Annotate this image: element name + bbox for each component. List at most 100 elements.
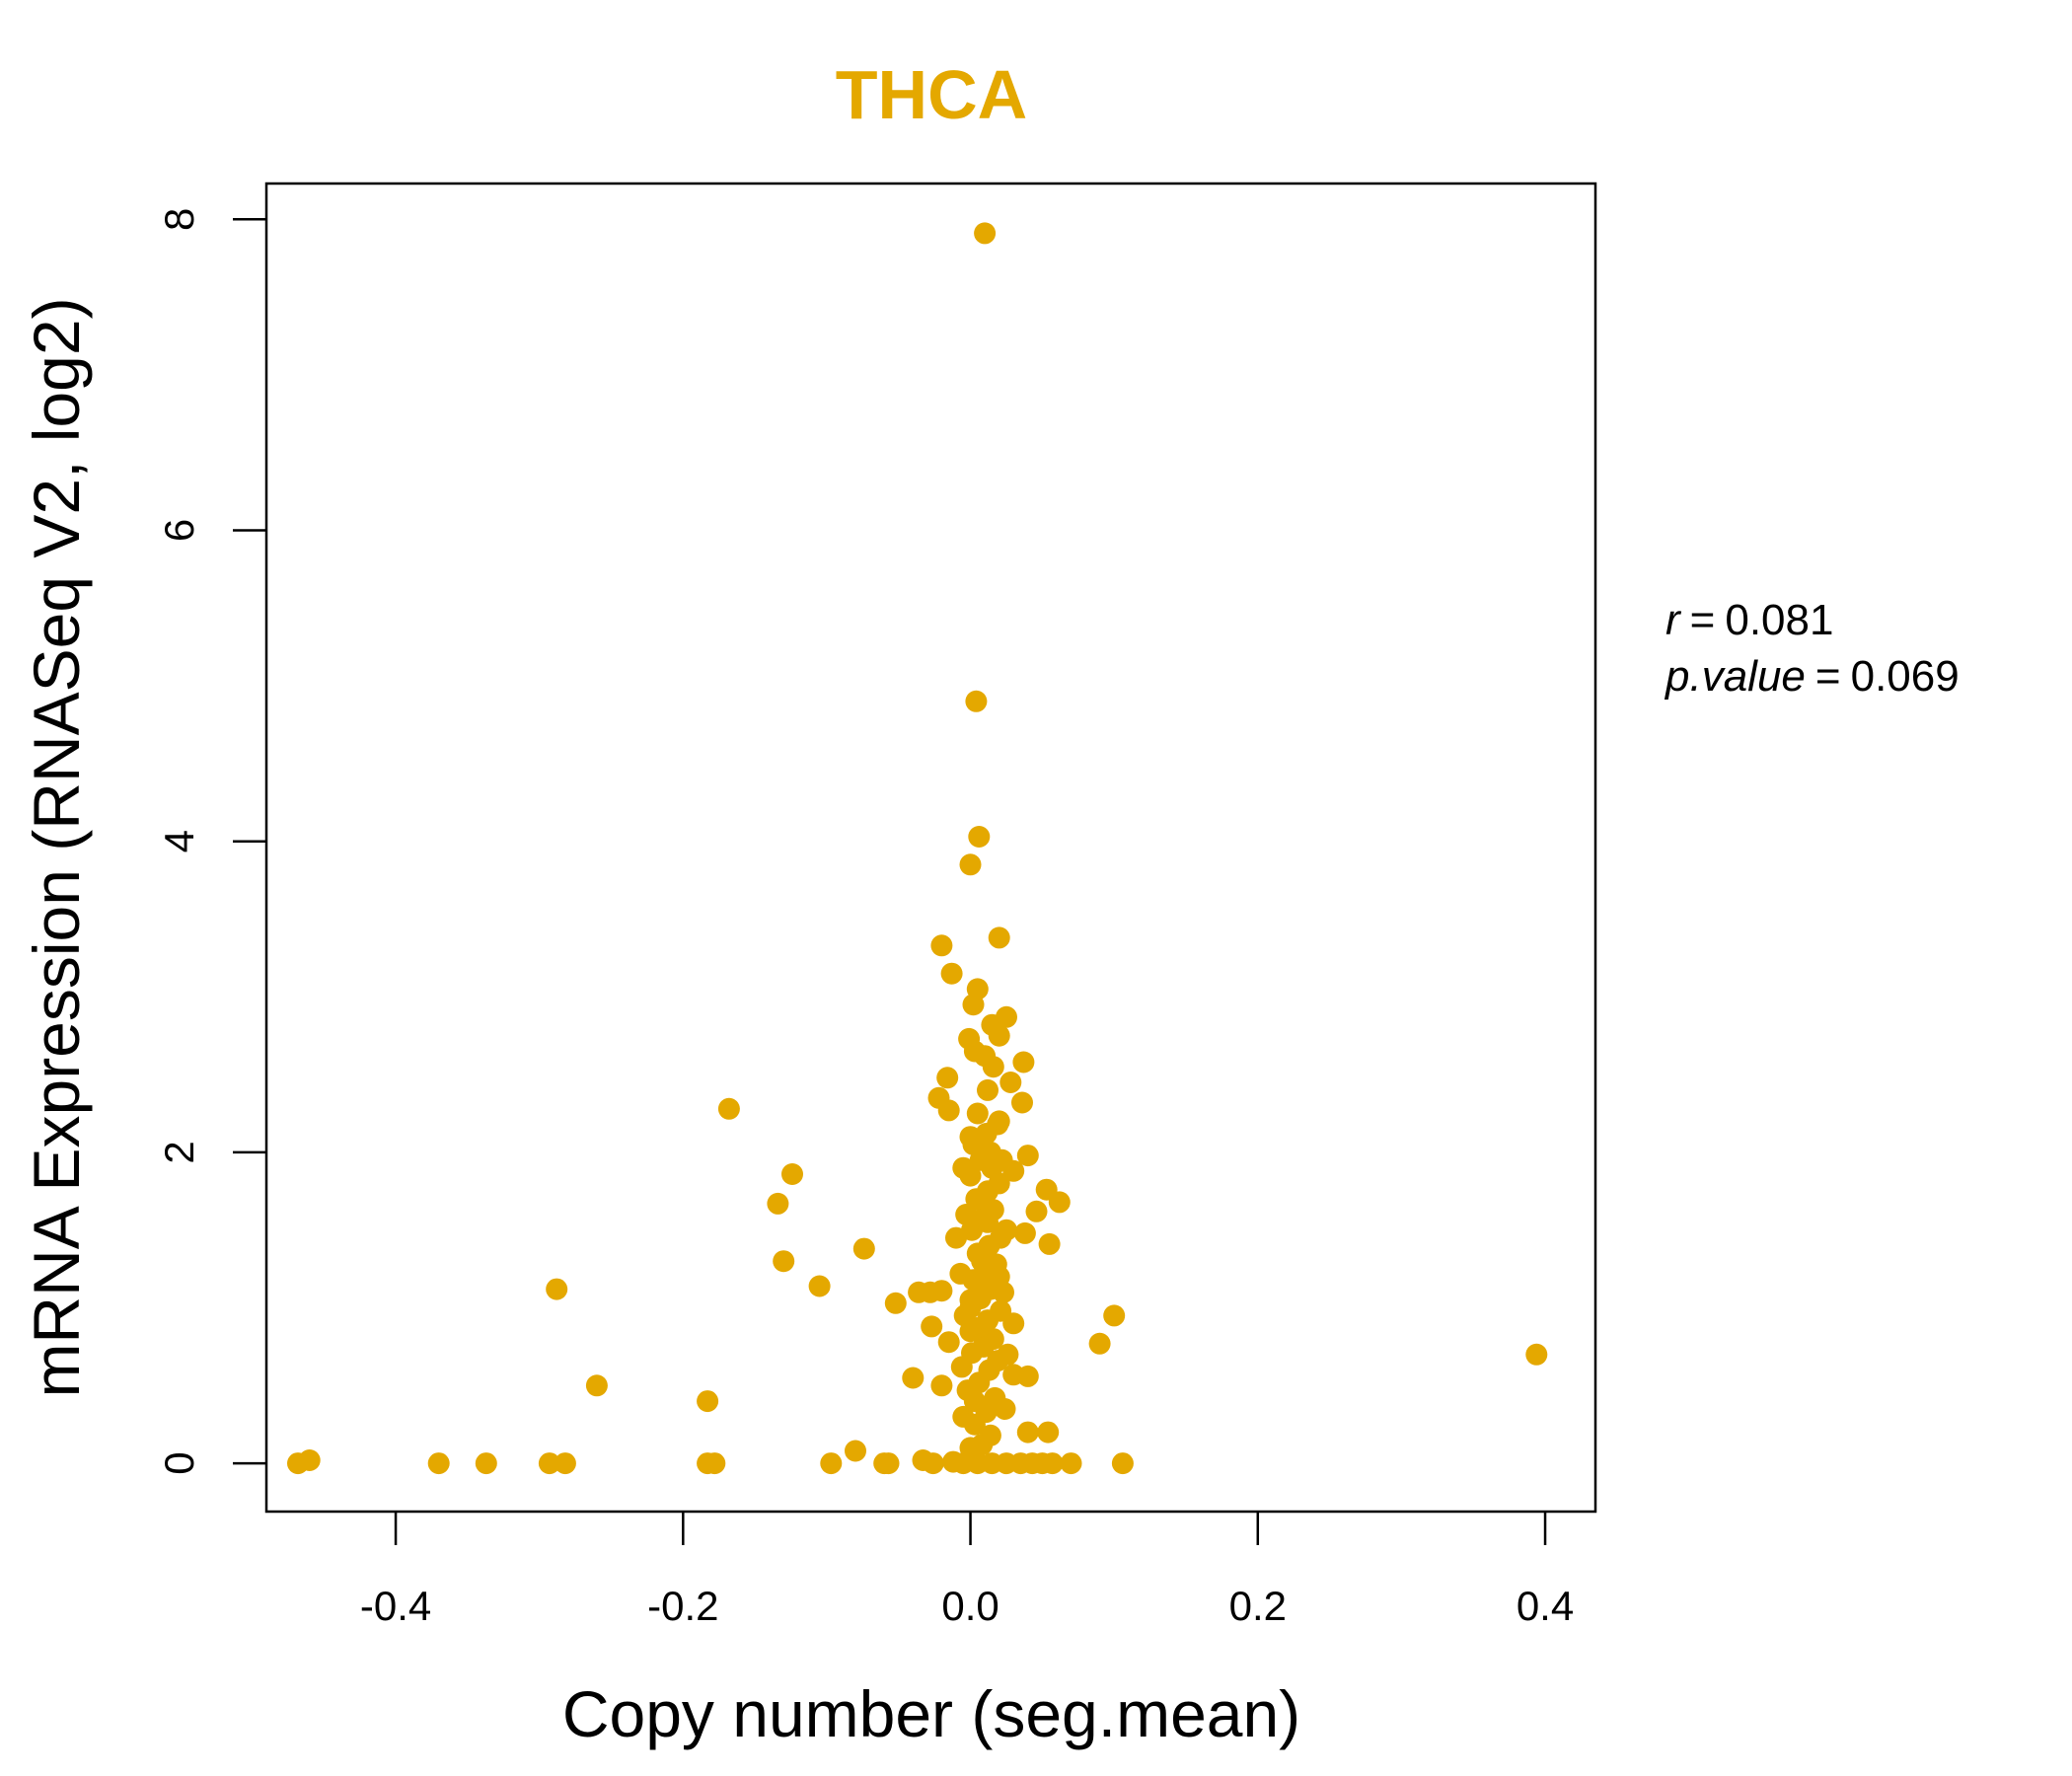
data-point xyxy=(965,690,988,712)
p-label: p.value xyxy=(1664,652,1806,701)
y-tick-label: 6 xyxy=(156,519,202,542)
data-point xyxy=(968,826,991,848)
data-point xyxy=(979,1424,1001,1446)
data-point xyxy=(1111,1452,1134,1475)
data-point xyxy=(820,1452,843,1475)
data-point xyxy=(538,1452,560,1475)
data-point xyxy=(930,1374,953,1397)
data-point xyxy=(1038,1232,1061,1255)
data-point xyxy=(546,1278,568,1300)
data-point xyxy=(953,1304,976,1327)
data-point xyxy=(554,1452,576,1475)
data-point xyxy=(475,1452,497,1475)
data-point xyxy=(781,1163,803,1185)
y-tick-label: 2 xyxy=(156,1141,202,1163)
data-point xyxy=(1013,1221,1036,1244)
r-value: 0.081 xyxy=(1725,596,1833,644)
data-point xyxy=(990,1299,1012,1322)
y-axis: 0 2 4 6 8 xyxy=(156,208,266,1475)
data-point xyxy=(999,1072,1022,1093)
data-point xyxy=(808,1275,831,1297)
data-point xyxy=(996,1219,1017,1241)
data-point xyxy=(703,1452,726,1475)
x-axis-label: Copy number (seg.mean) xyxy=(562,1677,1300,1750)
data-point xyxy=(982,1328,1004,1351)
data-point xyxy=(950,1356,973,1378)
data-point xyxy=(1012,1051,1035,1073)
data-point xyxy=(993,1281,1014,1303)
data-point xyxy=(963,1040,986,1063)
plot-frame xyxy=(264,182,1597,1514)
data-point xyxy=(997,1343,1019,1366)
data-point xyxy=(767,1192,789,1215)
y-tick-label: 4 xyxy=(156,830,202,852)
data-point xyxy=(991,1148,1013,1171)
data-point xyxy=(1016,1145,1039,1167)
data-point xyxy=(994,1398,1016,1420)
data-point xyxy=(1025,1200,1048,1222)
data-point xyxy=(930,934,953,957)
data-point xyxy=(936,1067,959,1089)
data-point xyxy=(427,1452,450,1475)
x-tick-label: -0.2 xyxy=(647,1583,718,1629)
data-point xyxy=(884,1292,907,1314)
data-point xyxy=(1103,1304,1126,1327)
data-point xyxy=(298,1449,321,1471)
data-point xyxy=(902,1367,925,1389)
data-point xyxy=(937,1099,960,1122)
data-point xyxy=(921,1315,943,1338)
data-point xyxy=(949,1262,972,1285)
data-point xyxy=(1016,1421,1039,1443)
points-layer xyxy=(287,222,1548,1475)
data-point xyxy=(1088,1332,1111,1355)
data-point xyxy=(1037,1421,1060,1443)
data-point xyxy=(974,222,997,245)
y-tick-label: 0 xyxy=(156,1451,202,1474)
data-point xyxy=(1060,1452,1082,1475)
data-point xyxy=(585,1374,608,1397)
data-point xyxy=(1048,1191,1071,1214)
data-point xyxy=(845,1440,866,1462)
chart-title: THCA xyxy=(836,56,1027,133)
p-value: 0.069 xyxy=(1851,652,1960,701)
data-point xyxy=(940,962,963,985)
data-point xyxy=(985,1253,1007,1276)
r-label: r xyxy=(1665,596,1682,644)
data-point xyxy=(1011,1091,1033,1114)
data-point xyxy=(988,926,1010,949)
p-value-stat: p.value = 0.069 xyxy=(1664,652,1960,701)
data-point xyxy=(987,1113,1009,1136)
data-point xyxy=(966,1102,989,1125)
data-point xyxy=(877,1452,900,1475)
x-tick-label: 0.0 xyxy=(941,1583,999,1629)
data-point xyxy=(959,853,982,876)
data-point xyxy=(977,1078,999,1101)
data-point xyxy=(908,1281,930,1303)
data-point xyxy=(988,1024,1010,1047)
data-point xyxy=(852,1237,875,1260)
x-tick-label: 0.4 xyxy=(1517,1583,1574,1629)
data-point xyxy=(717,1097,740,1120)
x-tick-label: 0.2 xyxy=(1229,1583,1287,1629)
r-equals: = xyxy=(1690,596,1716,644)
data-point xyxy=(697,1390,719,1413)
x-tick-label: -0.4 xyxy=(360,1583,431,1629)
p-equals: = xyxy=(1815,652,1841,701)
data-point xyxy=(952,1156,975,1179)
correlation-stat: r = 0.081 xyxy=(1665,596,1833,644)
data-point xyxy=(1525,1343,1548,1366)
data-point xyxy=(1016,1365,1039,1387)
data-point xyxy=(922,1452,944,1475)
data-point xyxy=(962,994,985,1016)
data-point xyxy=(982,1199,1004,1221)
data-point xyxy=(982,1056,1004,1078)
x-axis: -0.4 -0.2 0.0 0.2 0.4 xyxy=(360,1512,1574,1629)
data-point xyxy=(773,1250,795,1273)
data-point xyxy=(955,1204,978,1225)
y-tick-label: 8 xyxy=(156,208,202,231)
data-point xyxy=(1041,1452,1064,1475)
y-axis-label: mRNA Expression (RNASeq V2, log2) xyxy=(20,297,93,1397)
data-point xyxy=(937,1331,960,1354)
data-point xyxy=(952,1405,975,1428)
